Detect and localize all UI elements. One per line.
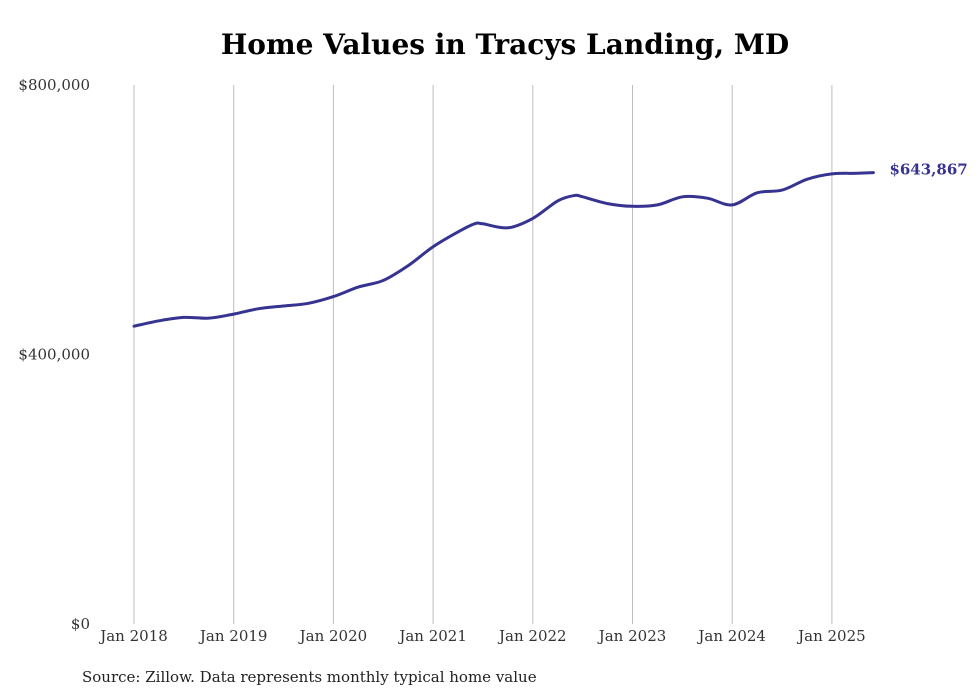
y-tick-label: $800,000 [18,76,90,94]
y-tick-label: $0 [71,615,90,633]
x-tick-label: Jan 2024 [696,627,766,645]
series-layer: $643,867 [132,161,968,328]
x-tick-label: Jan 2020 [298,627,368,645]
x-tick-label: Jan 2019 [198,627,268,645]
x-tick-label: Jan 2018 [98,627,168,645]
end-value-label: $643,867 [889,161,967,179]
x-tick-label: Jan 2023 [597,627,667,645]
source-note: Source: Zillow. Data represents monthly … [82,668,537,686]
x-tick-label: Jan 2025 [796,627,866,645]
x-tick-label: Jan 2021 [397,627,467,645]
y-tick-label: $400,000 [18,346,90,364]
x-axis-ticks: Jan 2018 Jan 2019 Jan 2020 Jan 2021 Jan 2022… [98,627,865,645]
chart-title: Home Values in Tracys Landing, MD [220,28,790,61]
y-axis-ticks: $0 $400,000 $800,000 [18,76,90,633]
series-line [132,171,875,328]
gridlines [133,85,833,624]
x-tick-label: Jan 2022 [497,627,567,645]
